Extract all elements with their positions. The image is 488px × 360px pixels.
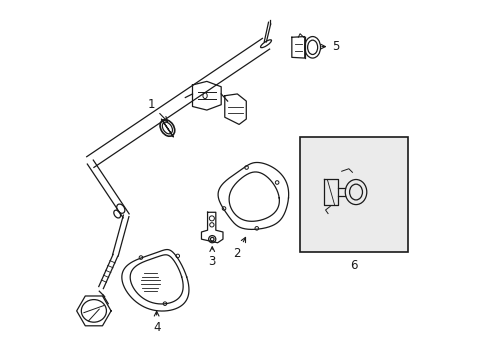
Text: 4: 4: [153, 311, 160, 333]
Text: 6: 6: [349, 259, 357, 272]
Text: 1: 1: [147, 98, 167, 122]
Text: 2: 2: [233, 237, 245, 260]
Bar: [300, 137, 407, 252]
Text: 3: 3: [208, 247, 216, 268]
Text: 5: 5: [320, 40, 339, 53]
